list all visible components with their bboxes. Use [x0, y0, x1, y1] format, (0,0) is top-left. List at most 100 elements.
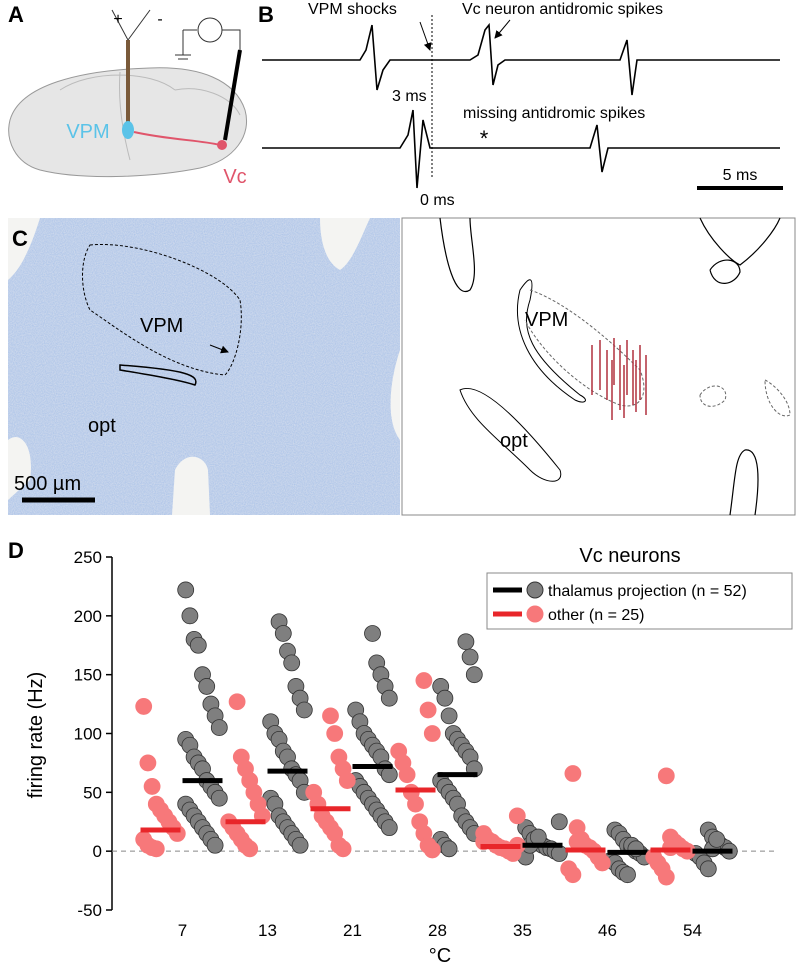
data-point — [241, 840, 259, 858]
data-point — [398, 766, 416, 784]
vpm-site — [122, 121, 134, 139]
y-tick-label: 150 — [74, 666, 102, 685]
atlas-outline — [524, 289, 791, 417]
data-point — [593, 854, 611, 872]
electrode-tracks — [591, 338, 647, 420]
data-point — [291, 836, 309, 854]
data-point — [139, 754, 157, 772]
data-point — [380, 766, 398, 784]
x-axis-label: °C — [429, 945, 451, 967]
data-point — [657, 868, 675, 886]
brain-outline — [59, 71, 241, 161]
y-axis-label: firing rate (Hz) — [25, 672, 47, 799]
spike-label: Vc neuron antidromic spikes — [462, 1, 663, 18]
plus: + — [113, 11, 122, 28]
y-tick-label: 0 — [93, 842, 102, 861]
data-point — [619, 866, 636, 884]
data-point — [189, 636, 207, 654]
legend-marker — [526, 605, 544, 623]
y-tick-label: 200 — [74, 607, 102, 626]
data-point — [295, 701, 313, 719]
region-label: VPM — [66, 121, 109, 143]
data-point — [465, 666, 483, 684]
panel-label: B — [258, 2, 274, 27]
region-label: VPM — [525, 309, 568, 331]
data-point — [334, 840, 352, 858]
data-point — [564, 866, 582, 884]
minus: - — [157, 11, 162, 28]
circuit — [175, 29, 241, 141]
trace — [262, 109, 780, 189]
x-tick-label: 46 — [598, 921, 617, 940]
data-point — [210, 719, 228, 737]
data-point — [529, 828, 547, 846]
target-label: Vc — [223, 166, 246, 188]
data-point — [550, 845, 568, 862]
y-tick-label: 250 — [74, 548, 102, 567]
data-point — [198, 678, 216, 695]
data-point — [326, 725, 344, 742]
tract-label: opt — [88, 415, 116, 437]
scale-label: 500 µm — [14, 473, 81, 495]
trace — [262, 22, 780, 96]
legend-title: Vc neurons — [579, 545, 680, 567]
scale-label: 5 ms — [723, 167, 758, 184]
data-point — [423, 725, 441, 742]
data-point — [147, 840, 165, 858]
data-point — [423, 841, 441, 859]
x-tick-label: 35 — [513, 921, 532, 940]
wire — [127, 9, 151, 41]
data-point — [177, 581, 195, 599]
data-point — [283, 654, 301, 672]
data-point — [550, 813, 568, 831]
panel-d: D firing rate (Hz) °C Vc neurons -50 0 50 1… — [8, 538, 793, 967]
atlas-outline — [439, 217, 781, 516]
data-point — [274, 625, 292, 642]
delay-label: 3 ms — [392, 88, 427, 105]
legend-label: thalamus projection (n = 52) — [548, 583, 747, 600]
legend-marker — [526, 581, 544, 599]
x-tick-label: 21 — [343, 921, 362, 940]
y-tick-label: 50 — [83, 783, 102, 802]
x-tick-label: 13 — [258, 921, 277, 940]
legend-label: other (n = 25) — [548, 607, 645, 624]
arrow — [209, 344, 229, 354]
y-tick-label: 100 — [74, 725, 102, 744]
asterisk: * — [480, 126, 489, 151]
data-point — [181, 607, 199, 625]
y-tick-label: -50 — [77, 901, 102, 920]
data-point — [415, 672, 433, 689]
panel-label: A — [8, 2, 24, 27]
data-point — [407, 795, 424, 813]
data-point — [457, 633, 475, 651]
data-point — [440, 840, 458, 858]
data-point — [143, 778, 161, 795]
recording-electrode — [223, 49, 242, 141]
data-point — [708, 831, 726, 848]
atlas-outline — [459, 279, 586, 482]
data-point — [210, 789, 228, 807]
x-tick-label: 54 — [683, 921, 702, 940]
wire — [111, 9, 129, 41]
panel-c: C VPM opt 500 µm VPM opt — [8, 217, 796, 516]
x-tick-label: 28 — [428, 921, 447, 940]
data-point — [419, 701, 437, 719]
data-point — [657, 767, 675, 785]
vpm-outline — [82, 243, 242, 376]
x-tick-label: 7 — [178, 921, 187, 940]
data-point — [564, 765, 582, 782]
atlas — [401, 217, 796, 516]
panel-label: D — [8, 538, 24, 563]
data-point — [135, 698, 153, 715]
axon — [133, 131, 221, 146]
panel-a: A + - VPM Vc — [8, 2, 247, 188]
data-point — [380, 819, 398, 837]
data-point — [568, 833, 586, 851]
data-point — [440, 707, 458, 725]
data-point — [322, 707, 339, 725]
data-point — [364, 625, 381, 642]
arrow — [419, 21, 432, 51]
arrow — [494, 19, 511, 39]
data-point — [461, 648, 479, 666]
